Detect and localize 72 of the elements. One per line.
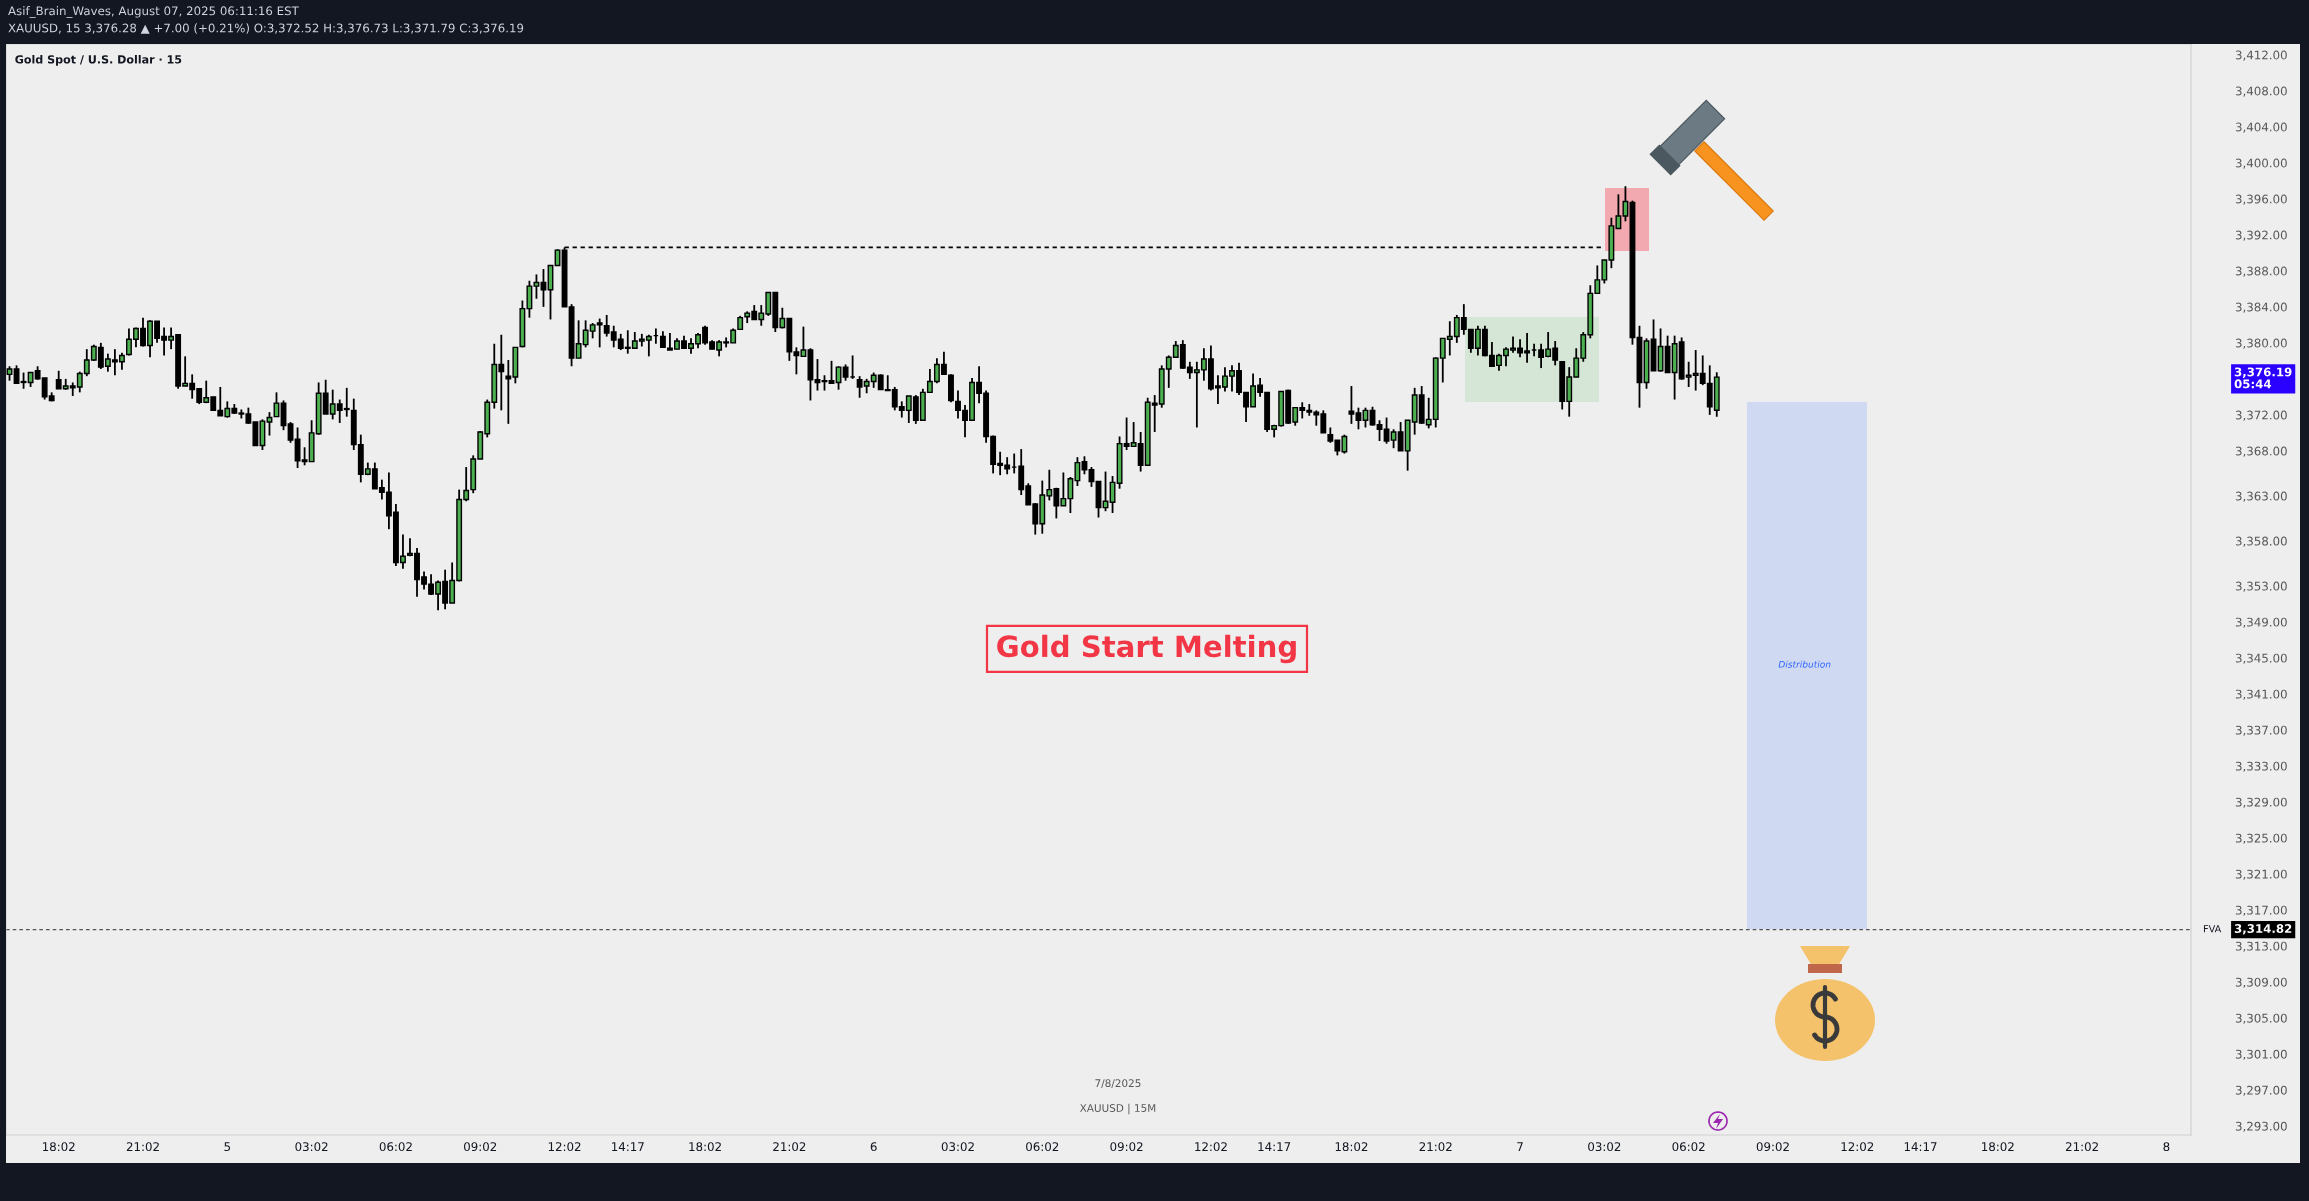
y-tick-label: 3,305.00 bbox=[2235, 1013, 2287, 1024]
x-tick-label: 06:02 bbox=[379, 1142, 412, 1152]
candlestick bbox=[1376, 419, 1383, 442]
x-tick-label: 14:17 bbox=[1258, 1142, 1291, 1151]
candlestick bbox=[266, 411, 273, 437]
x-tick-label: 18:02 bbox=[1335, 1142, 1368, 1152]
x-tick-label: 06:02 bbox=[1026, 1142, 1059, 1152]
annotation: Gold Spot / U.S. Dollar · 15 bbox=[15, 54, 182, 66]
y-tick-label: 3,400.00 bbox=[2235, 158, 2287, 169]
x-tick-label: 6 bbox=[870, 1142, 877, 1152]
y-tick-label: 3,384.00 bbox=[2235, 302, 2287, 313]
y-tick-label: 3,363.00 bbox=[2235, 491, 2287, 502]
y-tick-label: 3,309.00 bbox=[2235, 977, 2287, 988]
y-tick-label: 3,372.00 bbox=[2235, 410, 2287, 421]
x-tick-label: 21:02 bbox=[1419, 1142, 1452, 1152]
annotation: Gold Start Melting bbox=[997, 634, 1296, 664]
candlestick bbox=[828, 359, 835, 385]
x-tick-label: 12:02 bbox=[548, 1142, 581, 1152]
y-tick-label: 3,388.00 bbox=[2235, 266, 2287, 277]
y-tick-label: 3,341.00 bbox=[2235, 689, 2287, 700]
y-tick-label: 3,349.00 bbox=[2235, 617, 2287, 628]
x-tick-label: 03:02 bbox=[941, 1142, 974, 1152]
y-tick-label: 3,412.00 bbox=[2235, 50, 2287, 61]
x-tick-label: 18:02 bbox=[42, 1142, 75, 1152]
y-tick-label: 3,408.00 bbox=[2235, 86, 2287, 97]
y-tick-label: 3,368.00 bbox=[2235, 446, 2287, 457]
candlestick bbox=[1355, 406, 1362, 431]
x-tick-label: 03:02 bbox=[1588, 1142, 1621, 1152]
y-tick-label: 3,353.00 bbox=[2235, 581, 2287, 592]
x-tick-label: 12:02 bbox=[1195, 1142, 1227, 1152]
y-tick-label: 3,396.00 bbox=[2235, 194, 2287, 205]
x-tick-label: 14:17 bbox=[612, 1142, 644, 1151]
x-tick-label: 18:02 bbox=[689, 1142, 721, 1152]
y-tick-label: 3,325.00 bbox=[2235, 833, 2287, 844]
x-tick-label: 7 bbox=[1517, 1142, 1523, 1151]
x-tick-label: 21:02 bbox=[126, 1142, 159, 1152]
y-tick-label: 3,337.00 bbox=[2235, 725, 2287, 736]
x-tick-label: 5 bbox=[224, 1142, 231, 1152]
y-tick-label: 3,313.00 bbox=[2235, 941, 2287, 952]
text: 3,376.19 05:44 bbox=[2234, 367, 2292, 389]
chart-subtitle: XAUUSD, 15 3,376.28 ▲ +7.00 (+0.21%) O:3,372.52 H:3,376.73 L:3,371.79 C:3,376.19 bbox=[8, 23, 524, 34]
text: 3,314.82 bbox=[2234, 924, 2292, 935]
y-tick-label: 3,333.00 bbox=[2235, 761, 2287, 772]
x-tick-label: 06:02 bbox=[1672, 1142, 1705, 1152]
x-tick-label: 12:02 bbox=[1841, 1142, 1874, 1152]
y-tick-label: 3,345.00 bbox=[2235, 653, 2287, 664]
y-tick-label: 3,404.00 bbox=[2235, 122, 2287, 133]
x-tick-label: 14:17 bbox=[1904, 1142, 1937, 1151]
x-tick-label: 21:02 bbox=[773, 1142, 806, 1152]
y-tick-label: 3,317.00 bbox=[2235, 905, 2287, 916]
annotation: Distribution bbox=[1778, 660, 1831, 668]
x-tick-label: 09:02 bbox=[464, 1142, 497, 1152]
annotation: XAUUSD | 15M bbox=[1080, 1103, 1156, 1115]
x-tick-label: 21:02 bbox=[2065, 1142, 2098, 1152]
x-tick-label: 09:02 bbox=[1756, 1142, 1789, 1152]
y-tick-label: 3,329.00 bbox=[2235, 797, 2287, 808]
ref-line-label: FVA bbox=[2203, 925, 2222, 933]
annotation: 7/8/2025 bbox=[1095, 1079, 1141, 1088]
x-tick-label: 18:02 bbox=[1982, 1142, 2014, 1152]
y-tick-label: 3,321.00 bbox=[2235, 869, 2287, 880]
y-tick-label: 3,380.00 bbox=[2235, 338, 2287, 349]
x-tick-label: 09:02 bbox=[1110, 1142, 1143, 1152]
x-tick-label: 8 bbox=[2163, 1142, 2170, 1152]
chart-title: Asif_Brain_Waves, August 07, 2025 06:11:16 EST bbox=[8, 6, 299, 18]
y-tick-label: 3,358.00 bbox=[2235, 536, 2287, 547]
candlestick bbox=[814, 358, 821, 392]
y-tick-label: 3,293.00 bbox=[2235, 1121, 2287, 1132]
y-tick-label: 3,392.00 bbox=[2235, 230, 2287, 241]
x-tick-label: 03:02 bbox=[295, 1142, 328, 1152]
y-tick-label: 3,301.00 bbox=[2235, 1049, 2287, 1060]
y-tick-label: 3,297.00 bbox=[2235, 1085, 2287, 1096]
candlestick bbox=[1348, 385, 1355, 425]
